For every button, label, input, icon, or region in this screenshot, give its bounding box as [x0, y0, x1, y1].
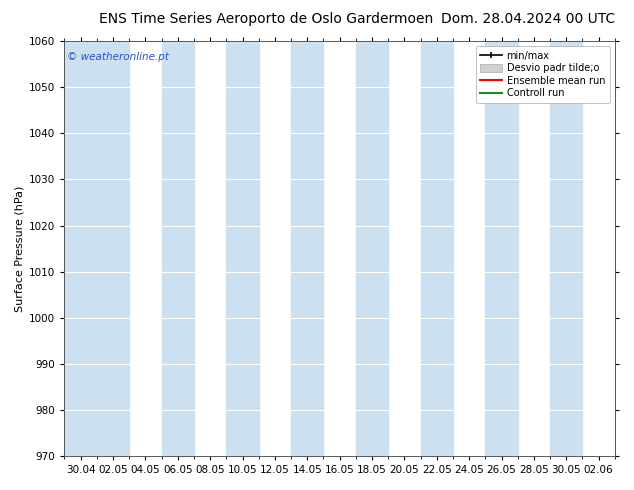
- Y-axis label: Surface Pressure (hPa): Surface Pressure (hPa): [15, 185, 25, 312]
- Bar: [97, 41, 129, 456]
- Bar: [291, 41, 323, 456]
- Bar: [65, 41, 97, 456]
- Text: © weatheronline.pt: © weatheronline.pt: [67, 51, 169, 62]
- Text: Dom. 28.04.2024 00 UTC: Dom. 28.04.2024 00 UTC: [441, 12, 615, 26]
- Bar: [226, 41, 259, 456]
- Text: ENS Time Series Aeroporto de Oslo Gardermoen: ENS Time Series Aeroporto de Oslo Garder…: [99, 12, 434, 26]
- Bar: [356, 41, 388, 456]
- Bar: [486, 41, 518, 456]
- Bar: [420, 41, 453, 456]
- Bar: [550, 41, 583, 456]
- Bar: [162, 41, 194, 456]
- Legend: min/max, Desvio padr tilde;o, Ensemble mean run, Controll run: min/max, Desvio padr tilde;o, Ensemble m…: [476, 46, 610, 103]
